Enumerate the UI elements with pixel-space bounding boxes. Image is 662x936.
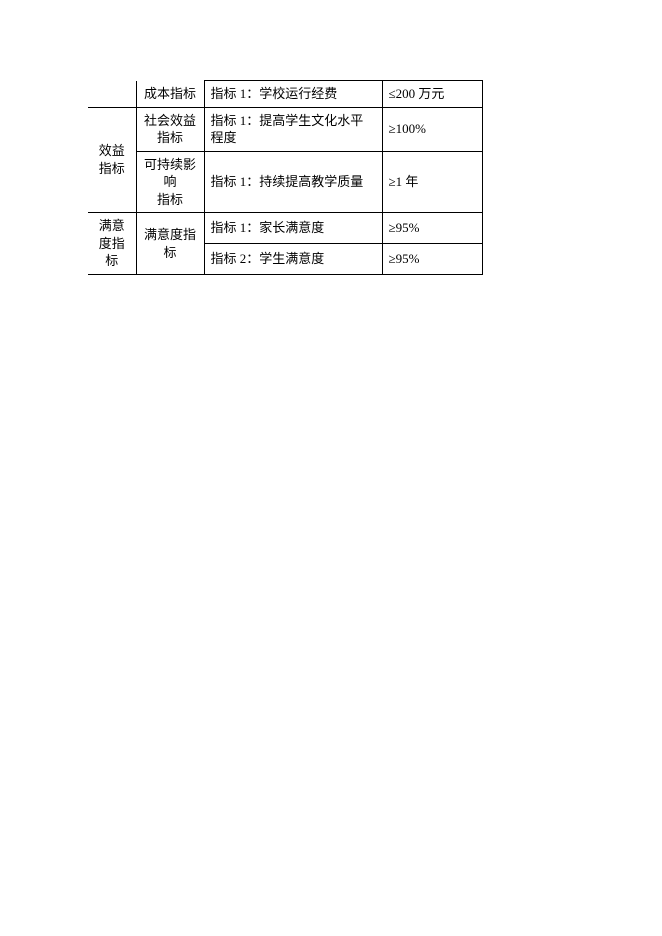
indicator-table: 成本指标 指标 1：学校运行经费 ≤200 万元 效益指标 社会效益指标 指标 …	[88, 80, 483, 275]
indicator-cell: 指标 2：学生满意度	[204, 244, 382, 275]
cat-cell-blank	[88, 81, 136, 108]
value-cell: ≥95%	[382, 244, 482, 275]
cat-cell: 效益指标	[88, 107, 136, 213]
value-cell: ≥95%	[382, 213, 482, 244]
sub-cell: 社会效益指标	[136, 107, 204, 151]
table-row: 满意度指标 满意度指标 指标 1：家长满意度 ≥95%	[88, 213, 482, 244]
sub-cell: 满意度指标	[136, 213, 204, 275]
value-cell: ≥100%	[382, 107, 482, 151]
indicator-cell: 指标 1：学校运行经费	[204, 81, 382, 108]
indicator-cell: 指标 1：家长满意度	[204, 213, 382, 244]
sub-cell: 成本指标	[136, 81, 204, 108]
value-cell: ≤200 万元	[382, 81, 482, 108]
indicator-cell: 指标 1：持续提高教学质量	[204, 151, 382, 213]
table-row: 效益指标 社会效益指标 指标 1：提高学生文化水平程度 ≥100%	[88, 107, 482, 151]
sub-cell: 可持续影响指标	[136, 151, 204, 213]
value-cell: ≥1 年	[382, 151, 482, 213]
indicator-cell: 指标 1：提高学生文化水平程度	[204, 107, 382, 151]
table-row: 成本指标 指标 1：学校运行经费 ≤200 万元	[88, 81, 482, 108]
table-row: 可持续影响指标 指标 1：持续提高教学质量 ≥1 年	[88, 151, 482, 213]
cat-cell: 满意度指标	[88, 213, 136, 275]
